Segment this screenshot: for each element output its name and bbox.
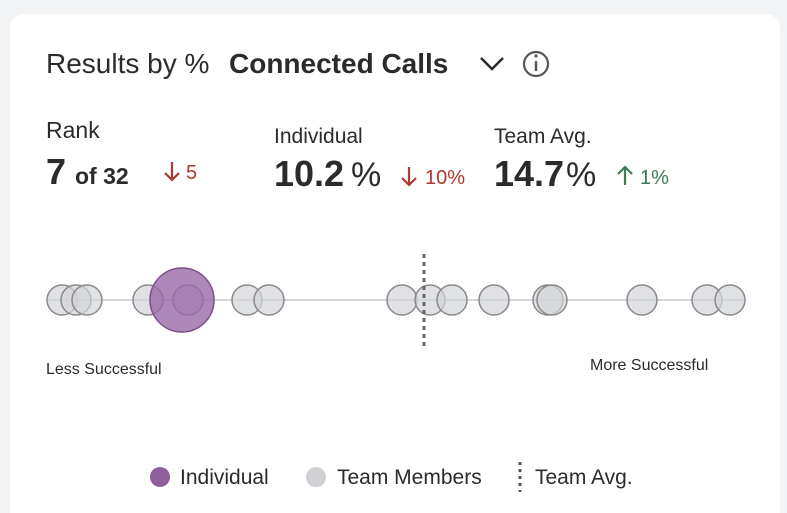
team-avg-value: 14.7 (494, 153, 564, 194)
team-avg-change: 1% (640, 167, 669, 189)
legend-label: Team Avg. (535, 466, 633, 489)
up-arrow (617, 165, 633, 185)
card (10, 14, 780, 513)
metric-name[interactable]: Connected Calls (229, 48, 448, 79)
team-member-dot[interactable] (714, 284, 746, 316)
low-label: Less Successful (46, 361, 162, 378)
individual-value: 10.2 (274, 153, 344, 194)
individual-unit: % (351, 156, 381, 194)
rank-total: of 32 (75, 163, 129, 189)
title-prefix: Results by % (46, 48, 209, 79)
info-icon[interactable] (522, 50, 550, 78)
down-arrow (164, 162, 180, 182)
team-avg-label: Team Avg. (494, 125, 592, 148)
down-arrow (401, 167, 417, 187)
team-member-dot[interactable] (436, 284, 468, 316)
individual-change: 10% (425, 167, 465, 189)
legend-swatch (306, 467, 326, 487)
team-member-dot[interactable] (536, 284, 568, 316)
rank-change: 5 (186, 162, 197, 184)
legend-label: Team Members (337, 466, 482, 489)
individual-label: Individual (274, 125, 363, 148)
team-member-dot[interactable] (626, 284, 658, 316)
legend-swatch (150, 467, 170, 487)
team-member-dot[interactable] (478, 284, 510, 316)
legend-label: Individual (180, 466, 269, 489)
rank-label: Rank (46, 117, 100, 143)
dropdown-icon[interactable] (480, 57, 504, 71)
rank-value: 7 (46, 151, 66, 192)
team-member-dot[interactable] (253, 284, 285, 316)
team-member-dot[interactable] (71, 284, 103, 316)
individual-dot[interactable] (149, 267, 215, 333)
team-avg-unit: % (566, 156, 596, 194)
team-member-dot[interactable] (386, 284, 418, 316)
high-label: More Successful (590, 357, 708, 374)
